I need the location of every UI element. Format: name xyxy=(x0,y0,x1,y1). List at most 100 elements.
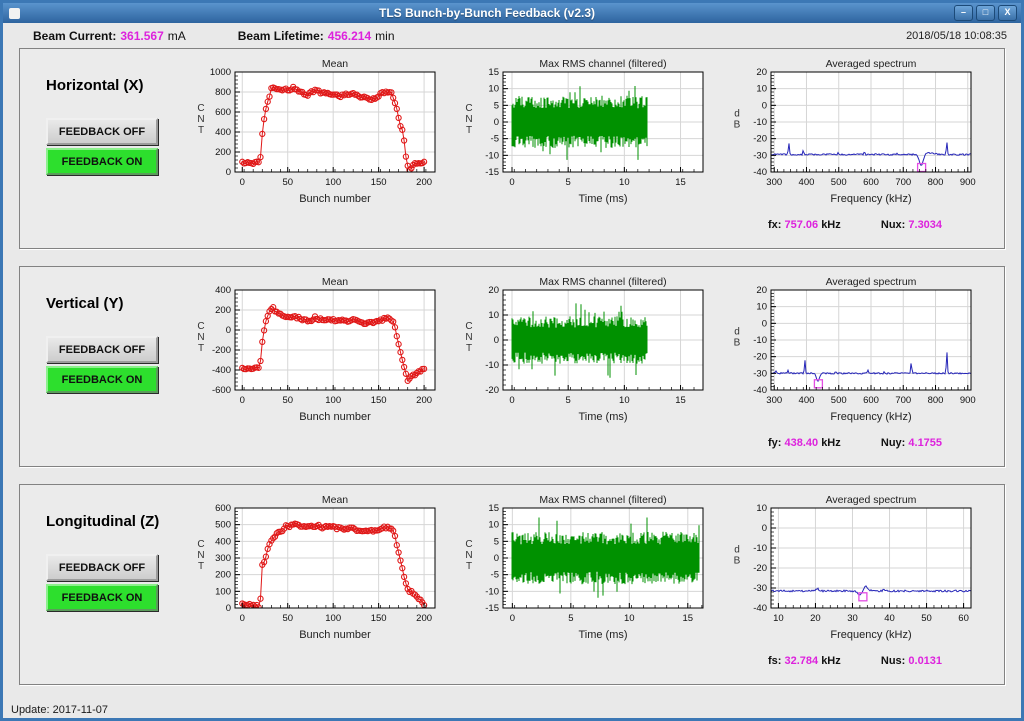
nux-label: Nux: xyxy=(880,219,906,231)
svg-text:200: 200 xyxy=(416,395,432,406)
beam-current-value: 361.567 xyxy=(120,28,164,43)
svg-text:800: 800 xyxy=(215,87,231,98)
svg-text:100: 100 xyxy=(215,586,231,597)
svg-text:10: 10 xyxy=(756,302,767,313)
svg-text:400: 400 xyxy=(215,285,231,296)
maximize-button[interactable]: □ xyxy=(976,5,995,21)
nuy-value: 4.1755 xyxy=(908,437,943,449)
svg-text:-5: -5 xyxy=(491,570,499,581)
svg-text:-10: -10 xyxy=(485,586,499,597)
svg-text:10: 10 xyxy=(619,177,630,188)
svg-text:N: N xyxy=(465,550,472,561)
svg-text:0: 0 xyxy=(226,325,231,336)
svg-text:-5: -5 xyxy=(491,134,499,145)
readout-x: fx: 757.06 kHz Nux: 7.3034 xyxy=(768,219,942,231)
svg-text:0: 0 xyxy=(494,117,499,128)
svg-text:-30: -30 xyxy=(753,150,767,161)
svg-text:T: T xyxy=(466,343,472,354)
svg-text:400: 400 xyxy=(215,536,231,547)
fs-label: fs: xyxy=(767,655,782,667)
svg-text:Max RMS channel (filtered): Max RMS channel (filtered) xyxy=(539,276,666,288)
title-bar[interactable]: TLS Bunch-by-Bunch Feedback (v2.3) – □ X xyxy=(3,3,1021,23)
fx-label: fx: xyxy=(767,219,782,231)
svg-text:B: B xyxy=(734,120,741,131)
svg-text:700: 700 xyxy=(895,177,911,188)
svg-text:C: C xyxy=(197,321,204,332)
svg-text:10: 10 xyxy=(756,503,767,514)
svg-text:-30: -30 xyxy=(753,583,767,594)
readout-y: fy: 438.40 kHz Nuy: 4.1755 xyxy=(768,437,942,449)
svg-text:-20: -20 xyxy=(485,385,499,396)
beam-lifetime-value: 456.214 xyxy=(327,28,372,43)
svg-text:0: 0 xyxy=(240,395,245,406)
feedback-on-button-z[interactable]: FEEDBACK ON xyxy=(46,584,158,611)
svg-text:-200: -200 xyxy=(212,345,231,356)
svg-text:800: 800 xyxy=(928,395,944,406)
svg-text:-10: -10 xyxy=(753,117,767,128)
svg-text:C: C xyxy=(465,103,472,114)
readout-z: fs: 32.784 kHz Nus: 0.0131 xyxy=(768,655,942,667)
chart-spectrum-x: 300 400 500 600 700 800 900 -40 -30 -20 -10 0 10 20 Av… xyxy=(724,58,986,248)
svg-text:15: 15 xyxy=(488,503,499,514)
chart-mean-z: 0 50 100 150 200 0 100 200 300 400 500 600 Mean Bunch… xyxy=(188,494,450,684)
svg-text:-15: -15 xyxy=(485,167,499,178)
svg-text:0: 0 xyxy=(762,318,767,329)
svg-text:d: d xyxy=(734,327,740,338)
svg-text:20: 20 xyxy=(488,285,499,296)
fx-value: 757.06 xyxy=(784,219,819,231)
update-label: Update: 2017-11-07 xyxy=(11,704,109,716)
fy-label: fy: xyxy=(767,437,782,449)
svg-text:900: 900 xyxy=(960,177,976,188)
svg-text:0: 0 xyxy=(226,603,231,614)
minimize-button[interactable]: – xyxy=(954,5,973,21)
svg-text:B: B xyxy=(734,556,741,567)
timestamp: 2018/05/18 10:08:35 xyxy=(906,29,1007,42)
svg-text:Time (ms): Time (ms) xyxy=(578,411,627,423)
close-button[interactable]: X xyxy=(998,5,1017,21)
svg-text:-20: -20 xyxy=(753,134,767,145)
feedback-off-button-y[interactable]: FEEDBACK OFF xyxy=(46,336,158,363)
svg-text:C: C xyxy=(197,539,204,550)
feedback-on-button-y[interactable]: FEEDBACK ON xyxy=(46,366,158,393)
svg-text:T: T xyxy=(198,125,204,136)
svg-text:600: 600 xyxy=(863,395,879,406)
svg-text:0: 0 xyxy=(240,613,245,624)
svg-text:100: 100 xyxy=(325,613,341,624)
svg-text:200: 200 xyxy=(416,177,432,188)
svg-text:Mean: Mean xyxy=(322,58,348,70)
plane-label-vertical: Vertical (Y) xyxy=(46,295,124,312)
svg-text:30: 30 xyxy=(847,613,858,624)
svg-text:20: 20 xyxy=(756,67,767,78)
svg-text:C: C xyxy=(465,539,472,550)
feedback-off-button-x[interactable]: FEEDBACK OFF xyxy=(46,118,158,145)
svg-text:-600: -600 xyxy=(212,385,231,396)
svg-text:T: T xyxy=(198,561,204,572)
svg-text:300: 300 xyxy=(766,395,782,406)
svg-text:d: d xyxy=(734,545,740,556)
svg-text:T: T xyxy=(466,125,472,136)
svg-text:50: 50 xyxy=(921,613,932,624)
svg-text:-40: -40 xyxy=(753,603,767,614)
chart-rms-y: 0 5 10 15 -20 -10 0 10 20 Max RMS channel (filter… xyxy=(456,276,718,466)
svg-text:0: 0 xyxy=(762,100,767,111)
svg-text:5: 5 xyxy=(494,536,499,547)
svg-text:Frequency (kHz): Frequency (kHz) xyxy=(830,411,911,423)
svg-text:-10: -10 xyxy=(753,543,767,554)
svg-text:-30: -30 xyxy=(753,368,767,379)
svg-text:Max RMS channel (filtered): Max RMS channel (filtered) xyxy=(539,58,666,70)
svg-text:200: 200 xyxy=(215,147,231,158)
svg-text:Averaged spectrum: Averaged spectrum xyxy=(826,58,917,70)
svg-text:10: 10 xyxy=(773,613,784,624)
svg-text:600: 600 xyxy=(215,503,231,514)
svg-text:-20: -20 xyxy=(753,563,767,574)
feedback-on-button-x[interactable]: FEEDBACK ON xyxy=(46,148,158,175)
svg-text:800: 800 xyxy=(928,177,944,188)
svg-text:500: 500 xyxy=(831,395,847,406)
nus-value: 0.0131 xyxy=(908,655,943,667)
svg-text:200: 200 xyxy=(416,613,432,624)
feedback-off-button-z[interactable]: FEEDBACK OFF xyxy=(46,554,158,581)
svg-text:0: 0 xyxy=(494,335,499,346)
svg-text:C: C xyxy=(197,103,204,114)
svg-text:N: N xyxy=(465,332,472,343)
svg-text:10: 10 xyxy=(624,613,635,624)
